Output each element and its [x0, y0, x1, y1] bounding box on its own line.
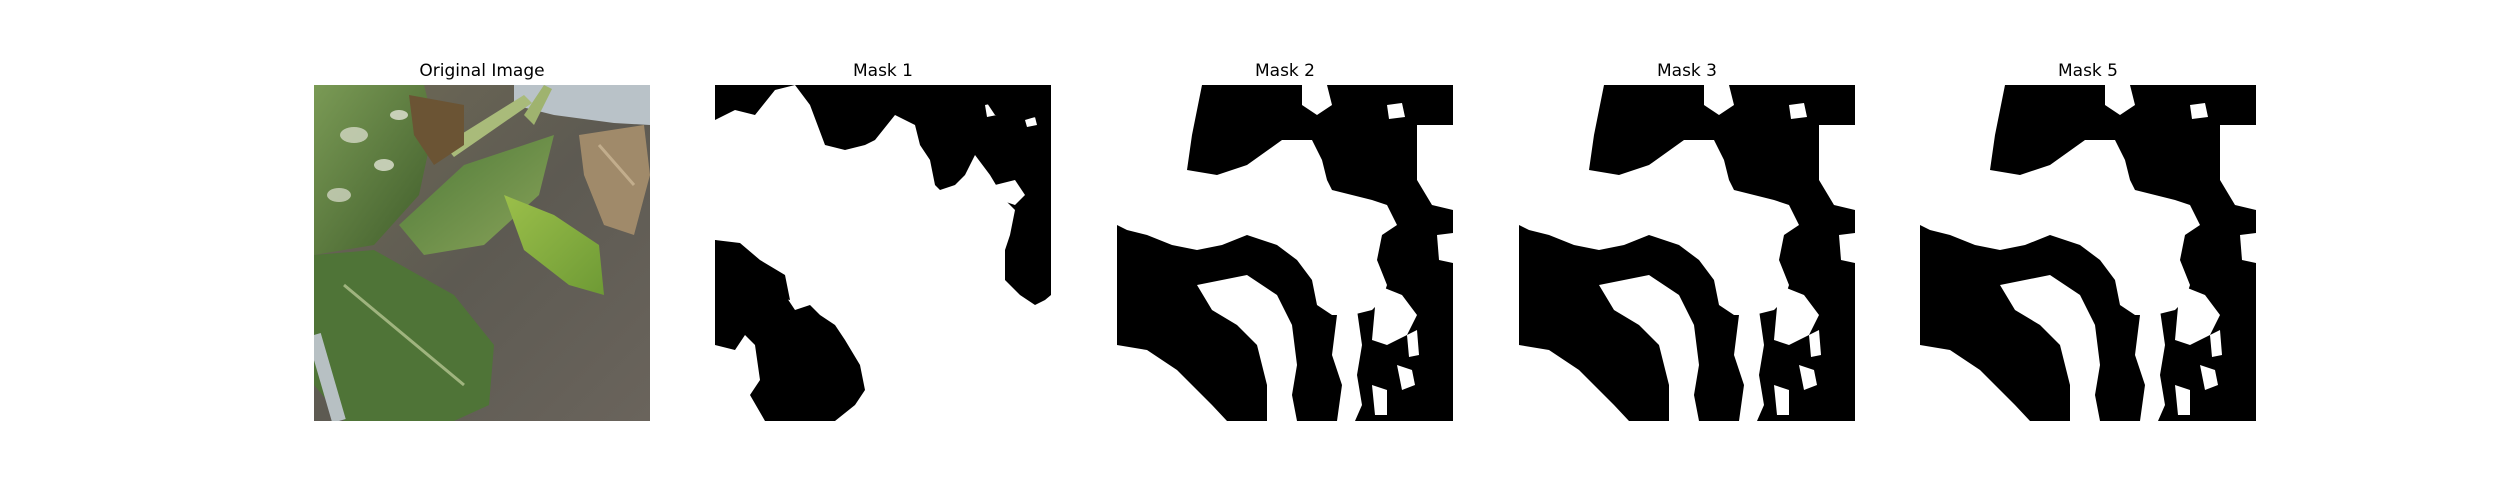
panel-title: Original Image [419, 61, 545, 81]
panel-title: Mask 3 [1656, 61, 1717, 81]
mask-2-image [1117, 85, 1453, 421]
original-image [314, 85, 650, 421]
mask-5-image [1920, 85, 2256, 421]
mask-1-image [715, 85, 1051, 421]
panel-title: Mask 5 [2057, 61, 2118, 81]
mask-3-image [1519, 85, 1855, 421]
panel-title: Mask 2 [1254, 61, 1315, 81]
panel-title: Mask 1 [852, 61, 913, 81]
